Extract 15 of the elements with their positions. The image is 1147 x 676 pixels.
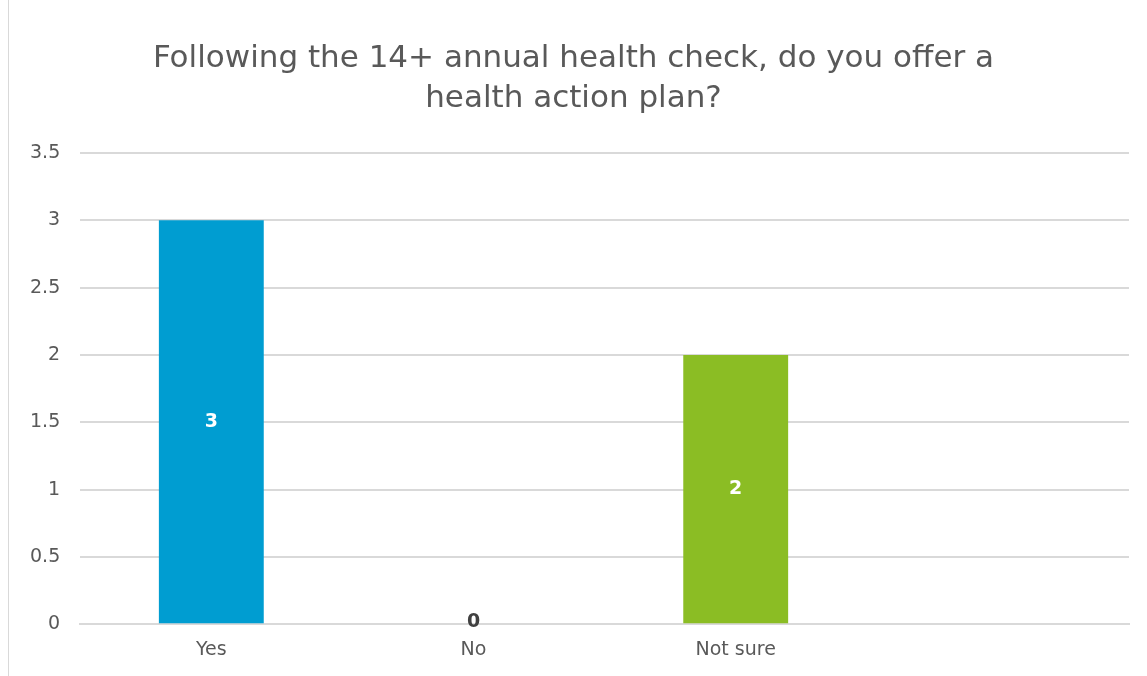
- y-tick-label: 3.5: [30, 139, 61, 162]
- y-tick-label: 2: [48, 341, 61, 364]
- x-tick-label: Yes: [194, 636, 227, 659]
- chart-title: Following the 14+ annual health check, do you offer a health action plan?: [151, 37, 996, 116]
- y-tick-label: 0.5: [30, 543, 61, 566]
- x-tick-label: Not sure: [695, 636, 776, 659]
- x-tick-label: No: [460, 636, 487, 659]
- y-tick-label: 2.5: [30, 274, 61, 297]
- data-label: 2: [729, 476, 743, 499]
- data-label: 0: [466, 609, 481, 632]
- y-tick-label: 0: [48, 611, 61, 634]
- y-tick-label: 3: [48, 207, 61, 230]
- data-label: 3: [204, 408, 218, 431]
- y-tick-label: 1: [48, 476, 61, 499]
- y-tick-label: 1.5: [30, 409, 61, 432]
